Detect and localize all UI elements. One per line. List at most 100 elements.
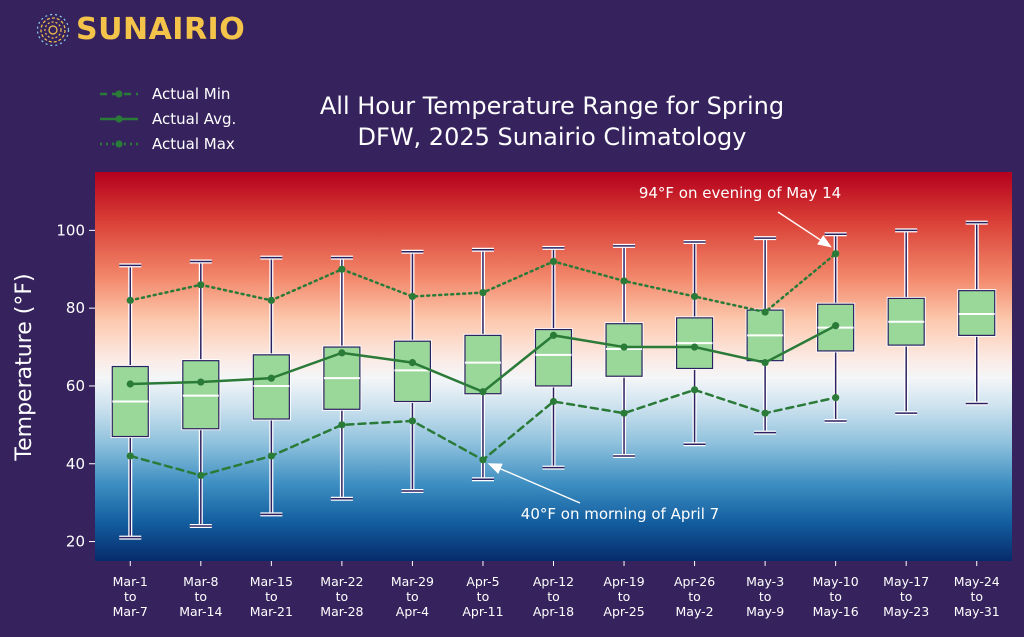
series-point [267,296,275,304]
legend: Actual Min Actual Avg. Actual Max [100,85,236,153]
series-actual-min [126,386,840,480]
x-tick-label-line: Mar-15 [250,574,293,589]
x-tick-label-line: May-9 [746,604,784,619]
series-point [338,265,346,273]
brand-name: SUNAIRIO [76,12,246,47]
box-4 [392,249,432,493]
x-tick-label: May-24 to May-31 [954,574,1000,619]
x-tick-label-line: to [336,589,349,604]
legend-item: Actual Min [100,85,230,103]
x-tick-label-line: Mar-29 [391,574,434,589]
box-body [534,328,573,387]
x-tick-label-line: May-3 [746,574,784,589]
x-tick-label-line: to [759,589,772,604]
y-tick-label: 20 [66,533,85,551]
series-point [338,421,346,429]
series-point [267,452,275,460]
x-tick-label: Apr-5 to Apr-11 [462,574,503,619]
x-tick-label-line: to [265,589,278,604]
legend-swatch-marker [115,140,123,148]
series-point [479,288,487,297]
brand-logo: SUNAIRIO [36,12,245,47]
series-point [690,292,699,301]
series-point [338,349,346,357]
x-tick-label: Apr-26 to May-2 [674,574,715,619]
series-lines [126,250,840,480]
x-tick-label-line: Apr-12 [533,574,574,589]
x-tick-label: Mar-1 to Mar-7 [113,574,148,619]
box-5 [463,247,503,482]
series-point [832,250,840,258]
x-tick-label: Mar-22 to Mar-28 [320,574,363,619]
annotation-text: 94°F on evening of May 14 [639,184,841,202]
series-point [761,359,769,367]
series-point [832,394,840,402]
series-point [126,452,134,460]
x-tick-label-line: May-24 [954,574,1000,589]
annotation-arrow [487,463,581,504]
box-11 [886,228,926,416]
x-tick-label-line: May-23 [883,604,929,619]
sunburst-logo-icon [36,13,70,46]
box-2 [251,255,291,517]
series-point [620,343,628,351]
box-12 [957,220,997,406]
x-tick-label-line: Mar-8 [183,574,218,589]
series-point [408,417,417,425]
series-point [761,409,769,417]
series-point [832,322,840,330]
y-tick-label: 40 [66,455,85,473]
legend-swatch-marker [115,115,123,123]
series-point [620,277,628,285]
legend-item: Actual Max [100,135,235,153]
x-tick-label-line: to [406,589,419,604]
series-point [267,374,275,382]
x-tick-label-line: Mar-1 [113,574,148,589]
x-tick-label-line: to [195,589,208,604]
x-tick-label-line: Apr-19 [603,574,644,589]
chart-title-line-2: DFW, 2025 Sunairio Climatology [358,123,747,151]
legend-label: Actual Avg. [152,110,236,128]
x-tick-label: Mar-15 to Mar-21 [250,574,293,619]
x-tick-label-line: May-2 [676,604,714,619]
series-point [690,343,699,351]
series-point [549,257,558,266]
x-tick-label: Apr-19 to Apr-25 [603,574,644,619]
x-tick-label-line: May-31 [954,604,1000,619]
y-axis: 20 40 60 80 100 [56,221,95,551]
y-tick-label: 80 [66,299,85,317]
x-tick-label-line: Mar-7 [113,604,148,619]
series-point [549,331,558,339]
x-tick-label-line: Apr-11 [462,604,503,619]
x-tick-label-line: Apr-5 [466,574,499,589]
x-tick-label-line: to [618,589,631,604]
box-8 [675,240,715,447]
x-tick-label-line: to [547,589,560,604]
box-9 [745,236,785,435]
x-tick-label-line: to [900,589,913,604]
x-tick-label-line: to [477,589,490,604]
x-tick-label-line: Apr-26 [674,574,715,589]
series-point [197,471,205,480]
series-point [479,388,487,396]
series-point [761,308,769,316]
x-tick-label: Mar-8 to Mar-14 [179,574,222,619]
annotation-arrow [777,211,832,248]
x-tick-label: May-3 to May-9 [746,574,784,619]
x-tick-label-line: Apr-25 [603,604,644,619]
x-tick-label-line: to [124,589,137,604]
x-tick-label-line: May-17 [883,574,929,589]
series-actual-avg- [126,322,840,396]
series-point [126,296,134,304]
series-actual-max [126,250,840,316]
series-point [408,359,417,367]
x-tick-label-line: Mar-14 [179,604,222,619]
x-tick-label: May-10 to May-16 [813,574,859,619]
x-tick-label-line: Mar-21 [250,604,293,619]
series-point [197,378,205,386]
x-tick-label-line: May-10 [813,574,859,589]
x-tick-label-line: May-16 [813,604,859,619]
x-tick-label: Mar-29 to Apr-4 [391,574,434,619]
x-tick-label: Apr-12 to Apr-18 [533,574,574,619]
